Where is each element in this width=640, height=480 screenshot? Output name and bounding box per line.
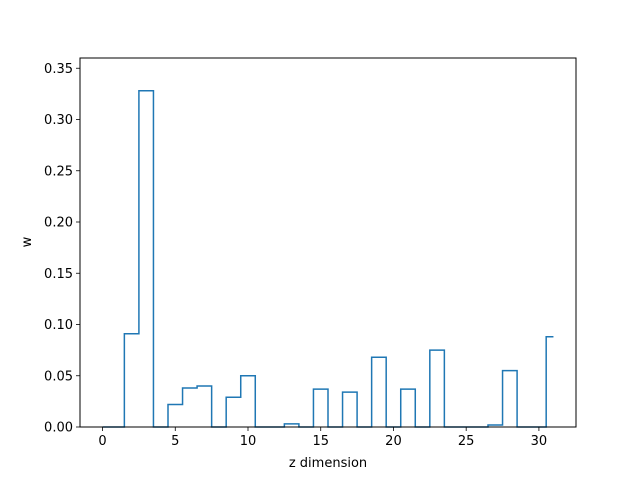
y-tick-label: 0.20 <box>44 216 73 231</box>
y-tick-label: 0.35 <box>44 62 73 77</box>
y-tick-label: 0.25 <box>44 164 73 179</box>
y-tick-label: 0.30 <box>44 113 73 128</box>
x-axis: 0 5 10 15 20 25 30 <box>98 427 547 449</box>
x-tick-label: 15 <box>312 434 329 449</box>
y-axis: 0.00 0.05 0.10 0.15 0.20 0.25 0.30 0.35 <box>44 62 80 436</box>
x-tick-label: 30 <box>531 434 548 449</box>
x-axis-label: z dimension <box>289 456 367 471</box>
plot-background <box>80 58 576 427</box>
x-tick-label: 25 <box>458 434 475 449</box>
x-tick-label: 0 <box>98 434 106 449</box>
y-tick-label: 0.00 <box>44 421 73 436</box>
y-axis-label: w <box>20 236 35 247</box>
x-tick-label: 10 <box>240 434 257 449</box>
y-tick-label: 0.10 <box>44 318 73 333</box>
x-tick-label: 20 <box>385 434 402 449</box>
y-tick-label: 0.05 <box>44 369 73 384</box>
plot-frame <box>79 57 577 428</box>
x-tick-label: 5 <box>171 434 179 449</box>
y-tick-label: 0.15 <box>44 267 73 282</box>
